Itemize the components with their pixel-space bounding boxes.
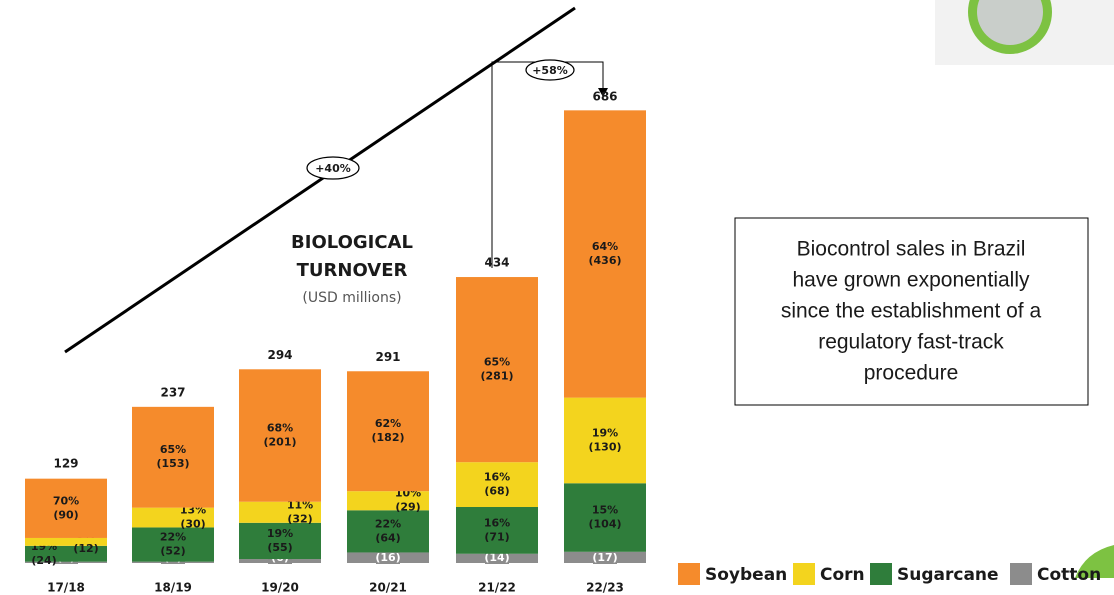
chart-title: TURNOVER — [297, 260, 408, 281]
share-label: 19% — [267, 527, 293, 540]
x-tick-label: 19/20 — [261, 581, 299, 595]
slide: +40% +58% BIOLOGICAL TURNOVER (USD milli… — [0, 0, 1114, 595]
share-label: 22% — [160, 531, 186, 544]
value-label: (17) — [592, 551, 617, 564]
value-label: (153) — [156, 457, 189, 470]
note-line: since the establishment of a — [781, 300, 1042, 323]
total-label: 294 — [267, 348, 292, 362]
share-label: 15% — [592, 504, 618, 517]
value-label: (90) — [53, 508, 78, 521]
legend-label: Soybean — [705, 565, 787, 585]
legend-swatch — [1010, 563, 1032, 585]
share-label: 16% — [484, 471, 510, 484]
value-label: (68) — [484, 485, 509, 498]
note-line: regulatory fast-track — [818, 331, 1004, 354]
value-label: (71) — [484, 530, 509, 543]
total-label: 291 — [375, 350, 400, 364]
total-label: 129 — [53, 457, 78, 471]
value-label: (130) — [588, 440, 621, 453]
share-label: 70% — [53, 494, 79, 507]
x-tick-label: 20/21 — [369, 581, 407, 595]
growth-label: +40% — [315, 162, 351, 175]
value-label: (12) — [73, 542, 98, 555]
growth-label: +58% — [532, 64, 568, 77]
legend-swatch — [793, 563, 815, 585]
value-label: (64) — [375, 531, 400, 544]
share-label: 65% — [160, 443, 186, 456]
x-tick-label: 17/18 — [47, 581, 85, 595]
share-label: 16% — [484, 516, 510, 529]
share-label: 64% — [592, 240, 618, 253]
share-label: 19% — [592, 426, 618, 439]
share-label: 65% — [484, 356, 510, 369]
legend-label: Corn — [820, 565, 865, 585]
legend-label: Cotton — [1037, 565, 1101, 585]
legend-swatch — [678, 563, 700, 585]
value-label: (436) — [588, 254, 621, 267]
value-label: (30) — [180, 518, 205, 531]
value-label: (32) — [287, 512, 312, 525]
total-label: 237 — [160, 385, 185, 399]
share-label: 62% — [375, 417, 401, 430]
value-label: (281) — [480, 370, 513, 383]
note-line: procedure — [864, 362, 959, 385]
value-label: (24) — [31, 554, 56, 567]
chart-title: BIOLOGICAL — [291, 232, 413, 253]
x-tick-label: 21/22 — [478, 581, 516, 595]
total-label: 686 — [592, 90, 617, 104]
value-label: (104) — [588, 518, 621, 531]
value-label: (52) — [160, 545, 185, 558]
legend-swatch — [870, 563, 892, 585]
value-label: (16) — [375, 551, 400, 564]
note-line: Biocontrol sales in Brazil — [797, 238, 1026, 261]
value-label: (29) — [395, 501, 420, 514]
x-tick-label: 18/19 — [154, 581, 192, 595]
chart-subtitle: (USD millions) — [302, 290, 401, 306]
note-line: have grown exponentially — [793, 269, 1030, 292]
legend-label: Sugarcane — [897, 565, 999, 585]
x-tick-label: 22/23 — [586, 581, 624, 595]
value-label: (182) — [371, 431, 404, 444]
total-label: 434 — [484, 256, 509, 270]
value-label: (55) — [267, 541, 292, 554]
share-label: 68% — [267, 422, 293, 435]
share-label: 22% — [375, 517, 401, 530]
value-label: (201) — [263, 436, 296, 449]
